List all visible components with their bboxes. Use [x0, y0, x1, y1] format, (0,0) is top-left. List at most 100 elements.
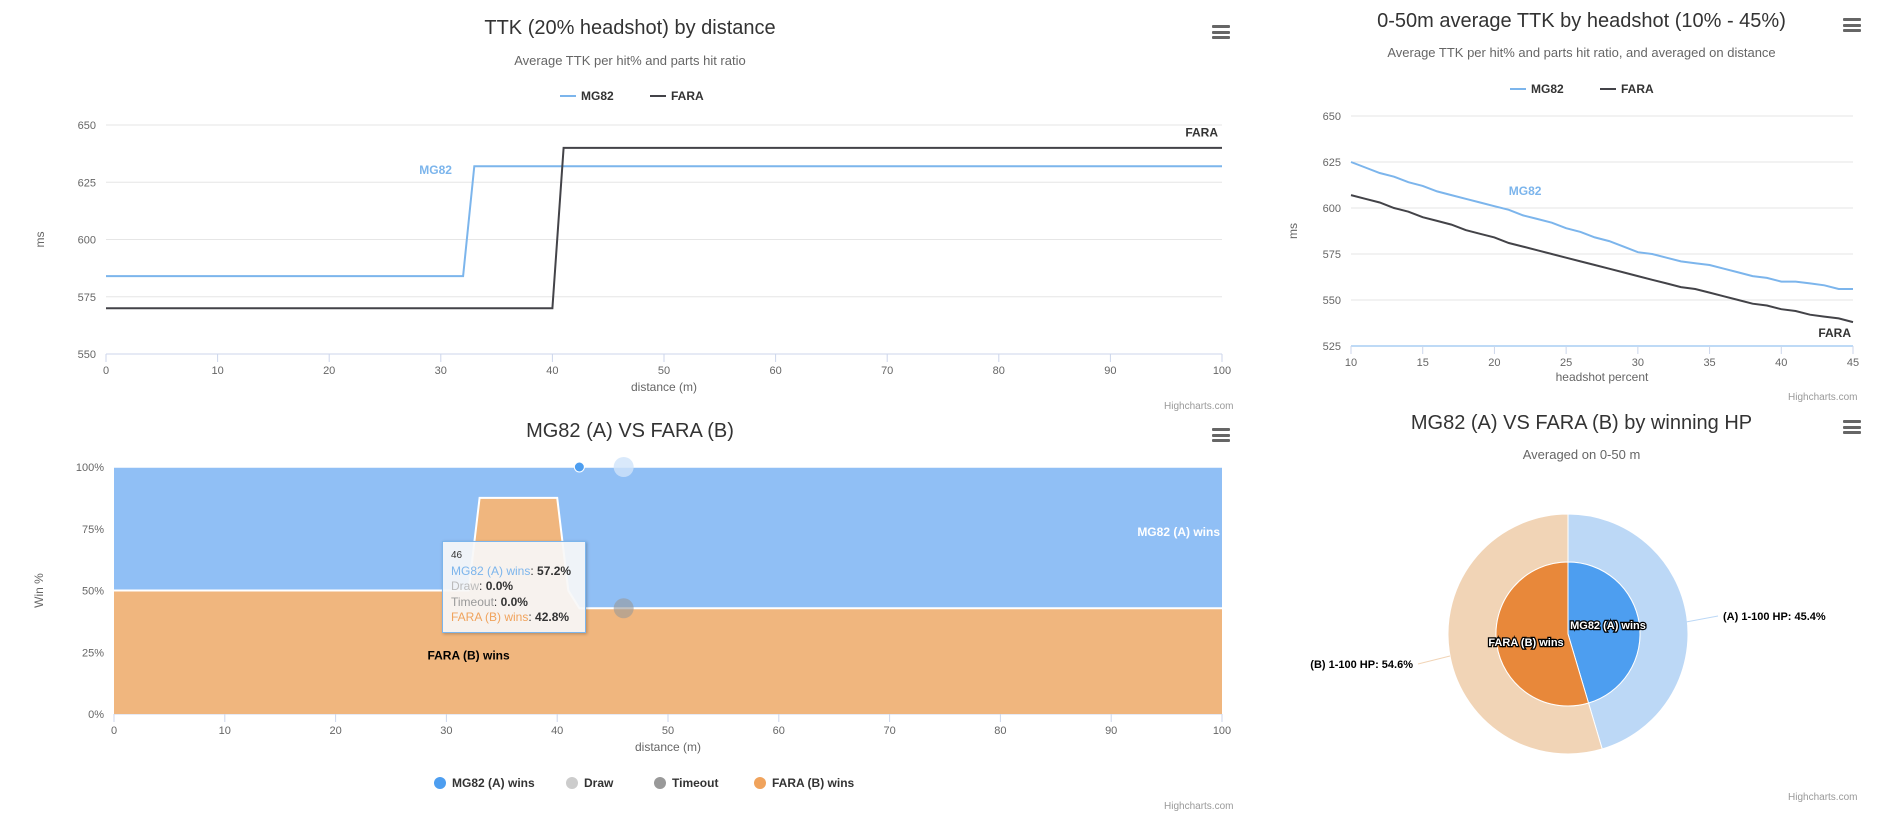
tooltip-value: 57.2% — [537, 563, 572, 578]
x-tick-label: 50 — [662, 725, 674, 737]
tooltip-value: 0.0% — [485, 579, 514, 593]
tooltip-row-draw: Draw: 0.0% — [451, 579, 514, 593]
x-tick-label: 80 — [994, 725, 1006, 737]
tooltip-row-b: FARA (B) wins: 42.8% — [451, 610, 570, 624]
series-line-mg82 — [106, 165, 1222, 278]
chart-subtitle: Average TTK per hit% and parts hit ratio — [514, 53, 746, 68]
x-tick-label: 10 — [1345, 357, 1357, 369]
tooltip: 46 MG82 (A) wins: 57.2% Draw: 0.0% Timeo… — [442, 541, 586, 633]
y-tick-label: 575 — [78, 292, 96, 304]
area-fara-wins — [114, 497, 1222, 714]
x-tick-label: 50 — [658, 365, 670, 377]
ttk-distance-chart: 550 575 600 625 650 0 10 20 30 40 50 60 70 80 90 100 dis… — [33, 89, 1231, 394]
legend-marker — [566, 777, 578, 789]
x-tick-label: 15 — [1417, 357, 1429, 369]
y-tick-label: 575 — [1323, 249, 1341, 261]
x-tick-label: 60 — [769, 365, 781, 377]
hover-halo — [613, 598, 634, 619]
y-tick-label: 100% — [76, 462, 104, 474]
series-line-fara — [1350, 194, 1854, 324]
y-tick-label: 625 — [1323, 157, 1341, 169]
legend-item: MG82 — [1531, 82, 1564, 96]
chart-subtitle: Average TTK per hit% and parts hit ratio… — [1387, 45, 1776, 60]
chart-title: 0-50m average TTK by headshot (10% - 45%… — [1377, 10, 1786, 32]
credits[interactable]: Highcharts.com — [1788, 392, 1858, 403]
x-tick-label: 90 — [1105, 725, 1117, 737]
x-tick-label: 20 — [323, 365, 335, 377]
series-label: FARA (B) wins — [427, 649, 510, 663]
y-tick-label: 75% — [82, 524, 104, 536]
y-axis-title: ms — [33, 232, 47, 248]
win-percent-chart: 0% 25% 50% 75% 100% 0 10 20 30 40 50 60 70 80 90 100 dis… — [32, 457, 1231, 790]
x-tick-label: 30 — [1632, 357, 1644, 369]
x-tick-label: 100 — [1213, 365, 1231, 377]
credits[interactable]: Highcharts.com — [1164, 401, 1234, 412]
legend-item: FARA (B) wins — [772, 776, 855, 790]
pie-outer-label: (B) 1-100 HP: 54.6% — [1310, 659, 1413, 671]
winning-hp-panel: MG82 (A) VS FARA (B) by winning HP Avera… — [1280, 412, 1883, 840]
x-tick-label: 60 — [773, 725, 785, 737]
tooltip-value: 42.8% — [535, 610, 570, 624]
series-label: MG82 — [419, 163, 452, 177]
x-tick-label: 100 — [1213, 725, 1231, 737]
y-tick-label: 525 — [1323, 341, 1341, 353]
y-tick-label: 550 — [78, 349, 96, 361]
x-tick-label: 80 — [993, 365, 1005, 377]
tooltip-name: Draw — [451, 579, 480, 593]
series-label: MG82 — [1509, 184, 1542, 198]
ttk-headshot-panel: 0-50m average TTK by headshot (10% - 45%… — [1280, 0, 1883, 412]
tooltip-row-timeout: Timeout: 0.0% — [451, 594, 528, 609]
x-tick-label: 20 — [329, 725, 341, 737]
legend-item: Timeout — [672, 776, 718, 790]
pie-slice-inner — [1495, 561, 1590, 707]
menu-icon[interactable] — [1843, 18, 1861, 32]
tooltip-name: FARA (B) wins — [451, 610, 529, 624]
menu-icon[interactable] — [1212, 428, 1230, 442]
x-tick-label: 40 — [546, 365, 558, 377]
y-tick-label: 625 — [78, 177, 96, 189]
pie-outer-label: (A) 1-100 HP: 45.4% — [1723, 611, 1826, 623]
x-axis-title: distance (m) — [635, 740, 701, 754]
y-tick-label: 50% — [82, 586, 104, 598]
legend-item: MG82 — [581, 89, 614, 103]
x-tick-label: 0 — [103, 365, 109, 377]
tooltip-value: 0.0% — [500, 594, 528, 609]
x-tick-label: 30 — [435, 365, 447, 377]
chart-subtitle: Averaged on 0-50 m — [1522, 447, 1641, 462]
y-tick-label: 650 — [78, 120, 96, 132]
x-tick-label: 40 — [1775, 357, 1787, 369]
series-line-fara — [106, 146, 1222, 310]
x-tick-label: 10 — [211, 365, 223, 377]
pie-inner-label: MG82 (A) wins — [1570, 620, 1646, 632]
legend-marker — [434, 777, 446, 789]
y-tick-label: 25% — [82, 647, 104, 659]
legend-marker — [654, 777, 666, 789]
menu-icon[interactable] — [1212, 25, 1230, 39]
series-label: FARA — [1818, 326, 1851, 340]
credits[interactable]: Highcharts.com — [1788, 792, 1858, 803]
x-axis-title: distance (m) — [631, 380, 697, 394]
legend-item: FARA — [1621, 82, 1654, 96]
x-tick-label: 0 — [111, 725, 117, 737]
hover-point — [573, 461, 585, 473]
pie-slice-inner — [1567, 561, 1641, 704]
x-tick-label: 25 — [1560, 357, 1572, 369]
pie-connector — [1685, 615, 1719, 623]
y-axis-title: Win % — [32, 573, 46, 608]
tooltip-row-a: MG82 (A) wins: 57.2% — [451, 563, 572, 578]
chart-title: MG82 (A) VS FARA (B) — [526, 420, 734, 442]
pie-inner-label: FARA (B) wins — [1488, 637, 1563, 649]
series-label: FARA — [1185, 125, 1218, 139]
ttk-headshot-chart: 525 550 575 600 625 650 10 15 20 25 30 35 40 45 headsh… — [1286, 82, 1859, 384]
y-tick-label: 600 — [1323, 203, 1341, 215]
chart-title: MG82 (A) VS FARA (B) by winning HP — [1410, 412, 1753, 434]
credits[interactable]: Highcharts.com — [1164, 801, 1234, 812]
x-tick-label: 35 — [1703, 357, 1715, 369]
series-label: MG82 (A) wins — [1137, 525, 1220, 539]
menu-icon[interactable] — [1843, 420, 1861, 434]
legend-marker — [754, 777, 766, 789]
winning-hp-pie: MG82 (A) wins FARA (B) wins (A) 1-100 HP: … — [1310, 513, 1826, 755]
area-mg82-wins — [114, 467, 1222, 609]
y-tick-label: 650 — [1323, 111, 1341, 123]
x-tick-label: 10 — [219, 725, 231, 737]
